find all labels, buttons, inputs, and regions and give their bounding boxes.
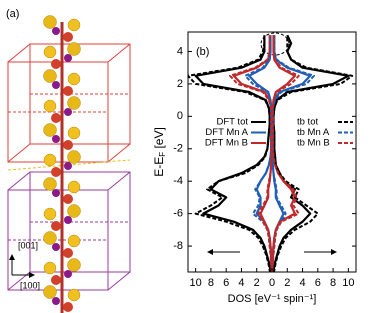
atom-purple <box>52 243 60 251</box>
atom-red <box>63 86 73 96</box>
atom-yellow <box>67 258 81 272</box>
y-tick-label: 0 <box>177 110 183 122</box>
x-tick-label: 4 <box>238 277 244 289</box>
y-tick-label: 4 <box>177 45 183 57</box>
atom-purple <box>52 297 60 305</box>
legend-label: tb Mn A <box>297 127 330 138</box>
atom-purple <box>52 135 60 143</box>
legend-label: tb tot <box>297 117 318 128</box>
atom-purple <box>64 108 72 116</box>
atom-yellow <box>67 18 81 32</box>
x-tick-label: 8 <box>330 277 336 289</box>
atom-red <box>51 167 61 177</box>
x-tick-label: 6 <box>223 277 229 289</box>
x-tick-label: 2 <box>254 277 260 289</box>
y-axis-label: E-EF [eV] <box>152 127 167 177</box>
dos-curve <box>271 35 300 272</box>
panel-label: (a) <box>6 8 19 20</box>
atom-yellow <box>43 231 57 245</box>
atom-yellow <box>67 150 81 164</box>
atom-red <box>51 59 61 69</box>
atom-purple <box>52 189 60 197</box>
atom-yellow <box>67 180 81 194</box>
dos-panel: (b) DOS [eV⁻¹ spin⁻¹] E-EF [eV] -8 -6 -4 -2… <box>152 31 357 305</box>
legend-label: DFT Mn B <box>205 138 248 149</box>
y-tick-label: -2 <box>173 143 183 155</box>
atom-red <box>63 302 73 312</box>
atom-red <box>63 140 73 150</box>
atom-purple <box>64 270 72 278</box>
x-tick-label: 6 <box>315 277 321 289</box>
x-tick-label: 8 <box>208 277 214 289</box>
direction-label: [100] <box>20 280 40 290</box>
atom-yellow <box>43 45 57 59</box>
direction-label: [001] <box>18 240 38 250</box>
x-axis-label: DOS [eV⁻¹ spin⁻¹] <box>228 293 317 305</box>
panel-label: (b) <box>196 46 209 58</box>
atom-yellow <box>67 234 81 248</box>
y-tick-label: -6 <box>173 208 183 220</box>
dos-curve <box>229 35 273 272</box>
atom-red <box>63 32 73 42</box>
atom-yellow <box>43 177 57 191</box>
atom-purple <box>52 81 60 89</box>
atom-purple <box>64 54 72 62</box>
legend-label: DFT Mn A <box>205 127 248 138</box>
dos-curve <box>271 35 315 272</box>
atom-red <box>63 194 73 204</box>
atom-yellow <box>43 123 57 137</box>
atom-red <box>51 113 61 123</box>
y-tick-label: -8 <box>173 240 183 252</box>
dos-curve <box>188 35 272 272</box>
x-tick-label: 0 <box>269 277 275 289</box>
y-label-unit: [eV] <box>152 127 166 152</box>
atom-yellow <box>43 69 57 83</box>
curves <box>188 34 354 272</box>
atom-yellow <box>67 96 81 110</box>
y-tick-label: -4 <box>173 175 183 187</box>
atom-yellow <box>67 72 81 86</box>
x-tick-label: 2 <box>284 277 290 289</box>
y-label-main: E-E <box>152 157 166 177</box>
atom-yellow <box>43 285 57 299</box>
x-tick-label: 4 <box>299 277 305 289</box>
atom-chain <box>43 15 81 313</box>
crystal-structure: (a) [001] [100] <box>6 8 131 313</box>
atom-red <box>51 275 61 285</box>
atom-yellow <box>67 288 81 302</box>
atom-yellow <box>67 42 81 56</box>
legend-label: DFT tot <box>217 117 249 128</box>
x-tick-label: 10 <box>190 277 202 289</box>
y-tick-label: 2 <box>177 78 183 90</box>
atom-yellow <box>43 153 57 167</box>
dos-curve <box>272 35 354 272</box>
x-tick-label: 10 <box>342 277 354 289</box>
atom-red <box>51 221 61 231</box>
atom-yellow <box>43 207 57 221</box>
atom-yellow <box>67 126 81 140</box>
y-label-sub: F <box>158 152 167 157</box>
highlight-circle <box>260 32 290 56</box>
legend-label: tb Mn B <box>297 138 330 149</box>
atom-purple <box>52 27 60 35</box>
atom-yellow <box>43 99 57 113</box>
atom-purple <box>64 216 72 224</box>
atom-purple <box>64 162 72 170</box>
atom-red <box>63 248 73 258</box>
dos-curve <box>194 35 272 272</box>
atom-yellow <box>43 15 57 29</box>
atom-yellow <box>43 261 57 275</box>
atom-yellow <box>67 204 81 218</box>
